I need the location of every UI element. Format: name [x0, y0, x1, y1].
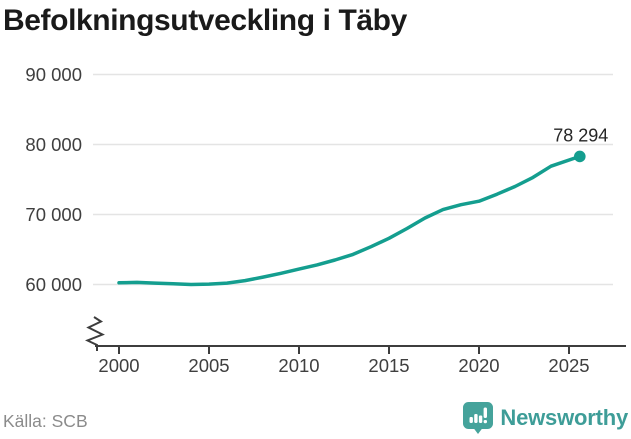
newsworthy-logo-icon [463, 402, 494, 434]
x-tick-label: 2015 [368, 355, 409, 376]
x-tick-label: 2005 [188, 355, 229, 376]
population-line [117, 154, 582, 287]
brand-wordmark: Newsworthy [500, 405, 628, 430]
x-tick-label: 2020 [458, 355, 499, 376]
latest-point-marker [574, 150, 586, 163]
y-tick-label: 60 000 [25, 274, 82, 295]
y-tick-label: 90 000 [25, 64, 82, 85]
y-tick-label: 70 000 [25, 204, 82, 225]
chart-title: Befolkningsutveckling i Täby [3, 4, 407, 37]
latest-value-label: 78 294 [553, 125, 608, 145]
x-tick-label: 2010 [278, 355, 319, 376]
y-axis-break-icon [85, 316, 105, 351]
source-label: Källa: SCB [3, 411, 88, 431]
y-tick-label: 80 000 [25, 134, 82, 155]
x-tick-label: 2000 [98, 355, 139, 376]
brand-logo: Newsworthy [463, 402, 628, 434]
x-tick-label: 2025 [548, 355, 589, 376]
